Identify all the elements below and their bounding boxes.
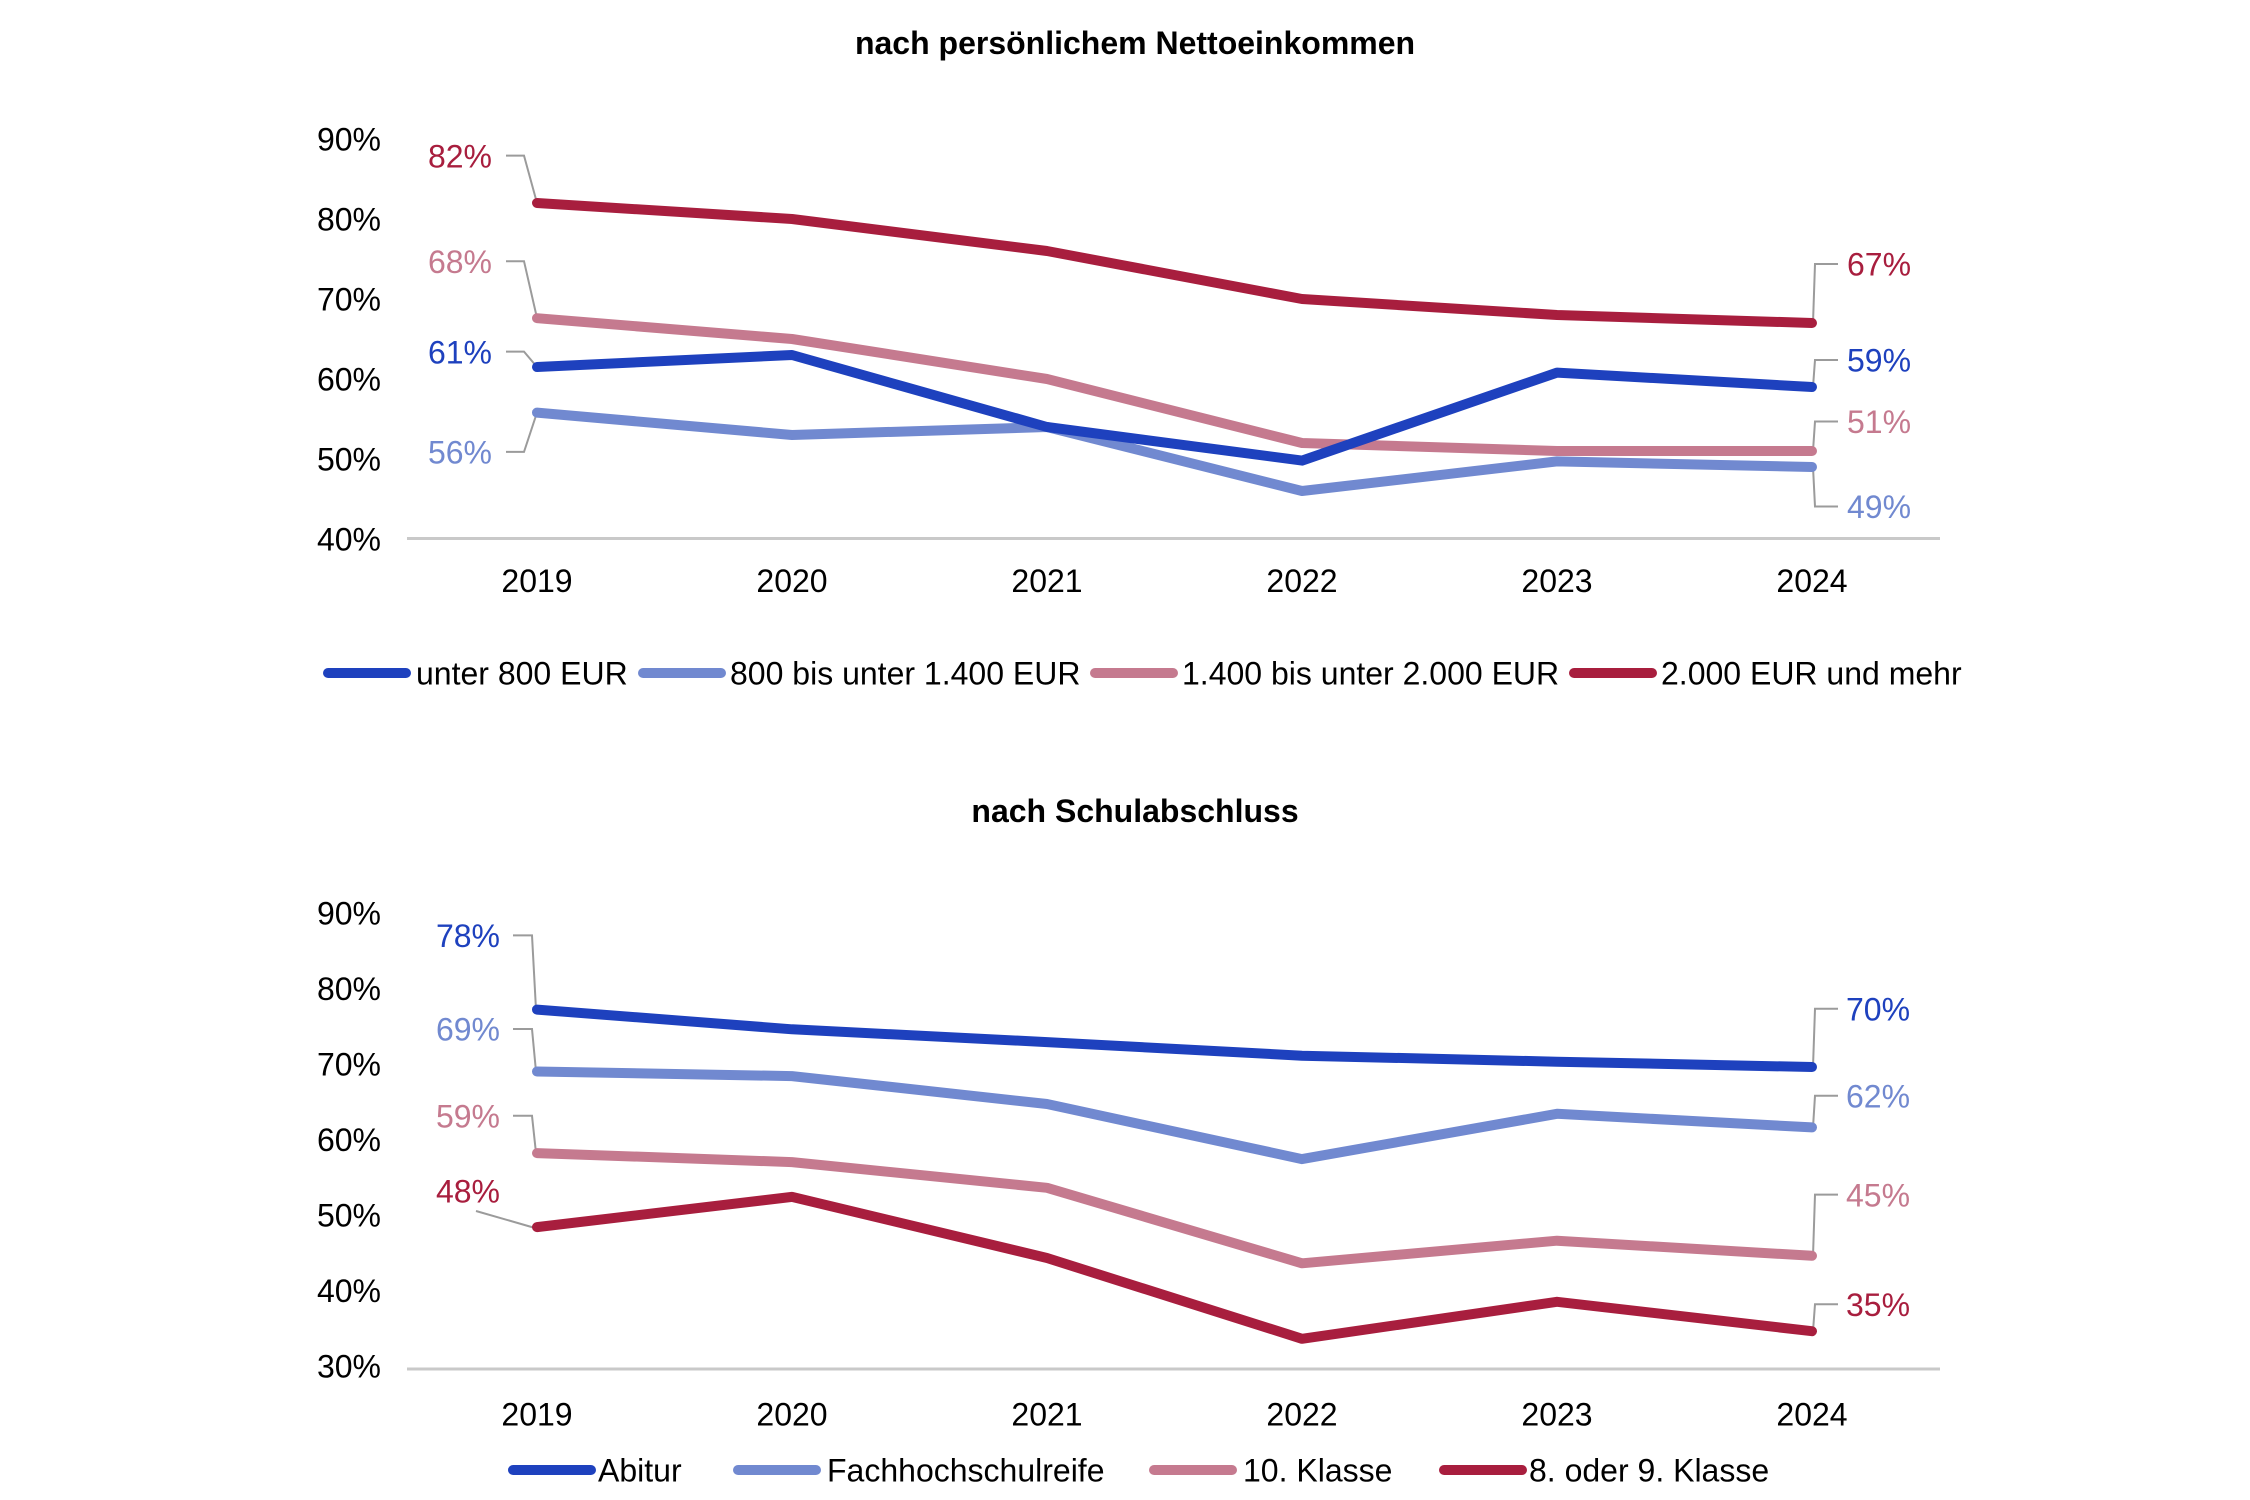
svg-text:90%: 90%: [317, 896, 381, 932]
svg-text:2.000 EUR und mehr: 2.000 EUR und mehr: [1661, 656, 1962, 692]
svg-text:30%: 30%: [317, 1349, 381, 1385]
svg-text:82%: 82%: [428, 138, 492, 174]
svg-text:68%: 68%: [428, 244, 492, 280]
svg-text:2020: 2020: [756, 1397, 827, 1433]
svg-text:2020: 2020: [756, 563, 827, 599]
svg-text:60%: 60%: [317, 1122, 381, 1158]
svg-text:70%: 70%: [317, 282, 381, 318]
svg-text:40%: 40%: [317, 522, 381, 558]
svg-text:59%: 59%: [436, 1099, 500, 1135]
svg-text:90%: 90%: [317, 122, 381, 158]
svg-text:2024: 2024: [1776, 563, 1847, 599]
svg-text:unter 800 EUR: unter 800 EUR: [416, 656, 628, 692]
svg-text:50%: 50%: [317, 442, 381, 478]
svg-text:48%: 48%: [436, 1173, 500, 1209]
svg-text:2022: 2022: [1266, 1397, 1337, 1433]
svg-text:2019: 2019: [501, 563, 572, 599]
svg-text:59%: 59%: [1847, 343, 1911, 379]
svg-text:45%: 45%: [1846, 1177, 1910, 1213]
svg-text:2022: 2022: [1266, 563, 1337, 599]
svg-text:62%: 62%: [1846, 1079, 1910, 1115]
svg-text:49%: 49%: [1847, 489, 1911, 525]
svg-text:51%: 51%: [1847, 404, 1911, 440]
svg-text:nach persönlichem Nettoeinkomm: nach persönlichem Nettoeinkommen: [855, 25, 1415, 61]
svg-text:2023: 2023: [1521, 563, 1592, 599]
svg-text:70%: 70%: [317, 1047, 381, 1083]
svg-text:1.400 bis unter 2.000 EUR: 1.400 bis unter 2.000 EUR: [1182, 656, 1559, 692]
svg-text:35%: 35%: [1846, 1287, 1910, 1323]
svg-text:Abitur: Abitur: [598, 1453, 682, 1489]
svg-text:67%: 67%: [1847, 247, 1911, 283]
svg-text:2021: 2021: [1011, 563, 1082, 599]
svg-text:40%: 40%: [317, 1273, 381, 1309]
svg-text:80%: 80%: [317, 202, 381, 238]
svg-text:2019: 2019: [501, 1397, 572, 1433]
svg-text:56%: 56%: [428, 435, 492, 471]
svg-text:2023: 2023: [1521, 1397, 1592, 1433]
svg-text:80%: 80%: [317, 971, 381, 1007]
svg-text:800 bis unter 1.400 EUR: 800 bis unter 1.400 EUR: [730, 656, 1080, 692]
svg-text:2024: 2024: [1776, 1397, 1847, 1433]
svg-text:10. Klasse: 10. Klasse: [1243, 1453, 1392, 1489]
svg-text:61%: 61%: [428, 334, 492, 370]
svg-text:50%: 50%: [317, 1198, 381, 1234]
svg-text:nach Schulabschluss: nach Schulabschluss: [971, 793, 1298, 829]
svg-text:2021: 2021: [1011, 1397, 1082, 1433]
svg-text:70%: 70%: [1846, 992, 1910, 1028]
svg-text:78%: 78%: [436, 918, 500, 954]
svg-text:60%: 60%: [317, 362, 381, 398]
svg-text:Fachhochschulreife: Fachhochschulreife: [827, 1453, 1104, 1489]
svg-text:69%: 69%: [436, 1012, 500, 1048]
svg-text:8. oder 9. Klasse: 8. oder 9. Klasse: [1529, 1453, 1769, 1489]
